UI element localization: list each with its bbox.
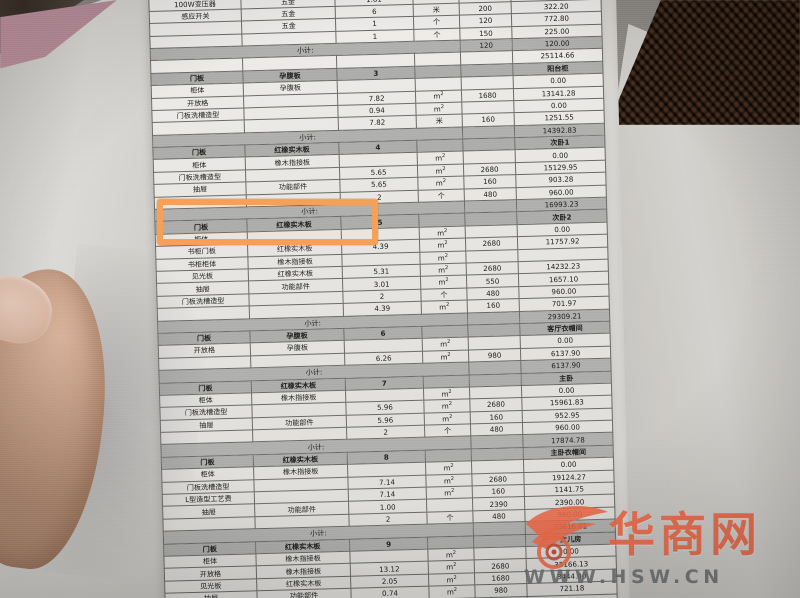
unit-superscript: 2 xyxy=(444,252,449,259)
unit-superscript: 2 xyxy=(452,562,457,569)
unit-superscript: 2 xyxy=(444,240,448,247)
unit-superscript: 2 xyxy=(445,277,449,284)
unit-superscript: 2 xyxy=(441,153,446,160)
unit-superscript: 2 xyxy=(446,339,451,346)
unit-superscript: 2 xyxy=(453,574,457,581)
unit-superscript: 2 xyxy=(448,413,453,420)
unit-superscript: 2 xyxy=(450,463,454,470)
unit-superscript: 2 xyxy=(442,178,447,185)
unit-superscript: 2 xyxy=(453,586,458,594)
row-unit: m2 xyxy=(428,585,476,598)
row-material: 功能部件 xyxy=(256,588,352,598)
watermark-brand: 华商网 xyxy=(608,508,761,563)
row-quantity: 0.74 xyxy=(350,586,430,598)
watermark-url: WWW.HSW.CN xyxy=(524,566,724,588)
unit-superscript: 2 xyxy=(447,351,451,358)
unit-superscript: 2 xyxy=(448,388,452,395)
hsw-logo-icon xyxy=(526,506,608,569)
watermark: 华商网 WWW.HSW.CN xyxy=(522,498,794,594)
unit-superscript: 2 xyxy=(450,487,455,494)
orange-highlight-annotation xyxy=(157,199,378,245)
unit-superscript: 2 xyxy=(444,264,449,272)
unit-superscript: 2 xyxy=(445,302,450,309)
unit-superscript: 2 xyxy=(443,227,448,234)
unit-superscript: 2 xyxy=(450,475,455,482)
unit-superscript: 2 xyxy=(448,401,453,408)
unit-superscript: 2 xyxy=(442,165,446,172)
unit-superscript: 2 xyxy=(452,549,457,556)
unit-superscript: 2 xyxy=(440,103,445,111)
unit-superscript: 2 xyxy=(440,91,444,98)
